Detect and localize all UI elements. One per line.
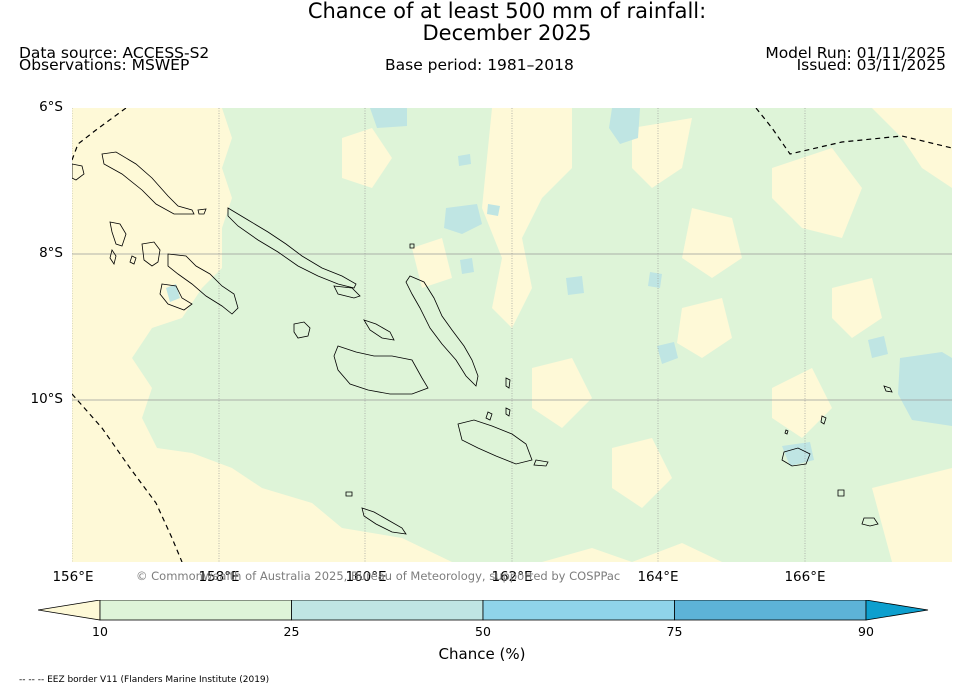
data-source-label: Data source: ACCESS-S2 bbox=[19, 44, 210, 62]
colorbar-75-90 bbox=[674, 600, 867, 621]
lon-label-166e: 166°E bbox=[784, 569, 826, 585]
colorbar-50-75 bbox=[482, 600, 675, 621]
lon-label-156e: 156°E bbox=[52, 569, 94, 585]
eez-source-note: -- -- -- EEZ border V11 (Flanders Marine… bbox=[19, 675, 270, 685]
base-period-label: Base period: 1981–2018 bbox=[385, 56, 574, 74]
islands bbox=[72, 151, 893, 535]
colorbar-tick-90: 90 bbox=[858, 624, 874, 639]
map-title-line2: December 2025 bbox=[422, 21, 592, 45]
map-title-line1: Chance of at least 500 mm of rainfall: bbox=[307, 0, 707, 23]
colorbar-above-90 bbox=[865, 600, 929, 621]
lat-label-10s: 10°S bbox=[30, 391, 64, 407]
issued-label: Issued: 03/11/2025 bbox=[796, 56, 946, 74]
colorbar-tick-25: 25 bbox=[283, 624, 300, 639]
lon-label-158e: 158°E bbox=[198, 569, 240, 585]
colorbar-tick-50: 50 bbox=[475, 624, 491, 639]
copyright-notice: © Commonwealth of Australia 2025, Bureau… bbox=[136, 569, 621, 583]
lat-label-8s: 8°S bbox=[39, 245, 63, 261]
lon-label-162e: 162°E bbox=[491, 569, 533, 585]
probability-zone-10-25 bbox=[132, 108, 952, 562]
graticule bbox=[72, 108, 952, 562]
model-run-label: Model Run: 01/11/2025 bbox=[765, 44, 946, 62]
colorbar-below-10 bbox=[38, 600, 101, 621]
lon-label-164e: 164°E bbox=[637, 569, 679, 585]
colorbar-25-50 bbox=[291, 600, 484, 621]
colorbar-label: Chance (%) bbox=[438, 645, 526, 663]
rainfall-probability-map bbox=[72, 108, 952, 562]
colorbar-10-25 bbox=[99, 600, 292, 621]
lon-label-160e: 160°E bbox=[345, 569, 387, 585]
colorbar-tick-75: 75 bbox=[666, 624, 683, 639]
observations-label: Observations: MSWEP bbox=[19, 56, 190, 74]
lat-label-6s: 6°S bbox=[39, 99, 63, 115]
probability-zone-25-50 bbox=[370, 108, 407, 128]
colorbar-tick-10: 10 bbox=[92, 624, 108, 639]
colorbar bbox=[38, 600, 929, 621]
eez-border bbox=[72, 108, 952, 562]
